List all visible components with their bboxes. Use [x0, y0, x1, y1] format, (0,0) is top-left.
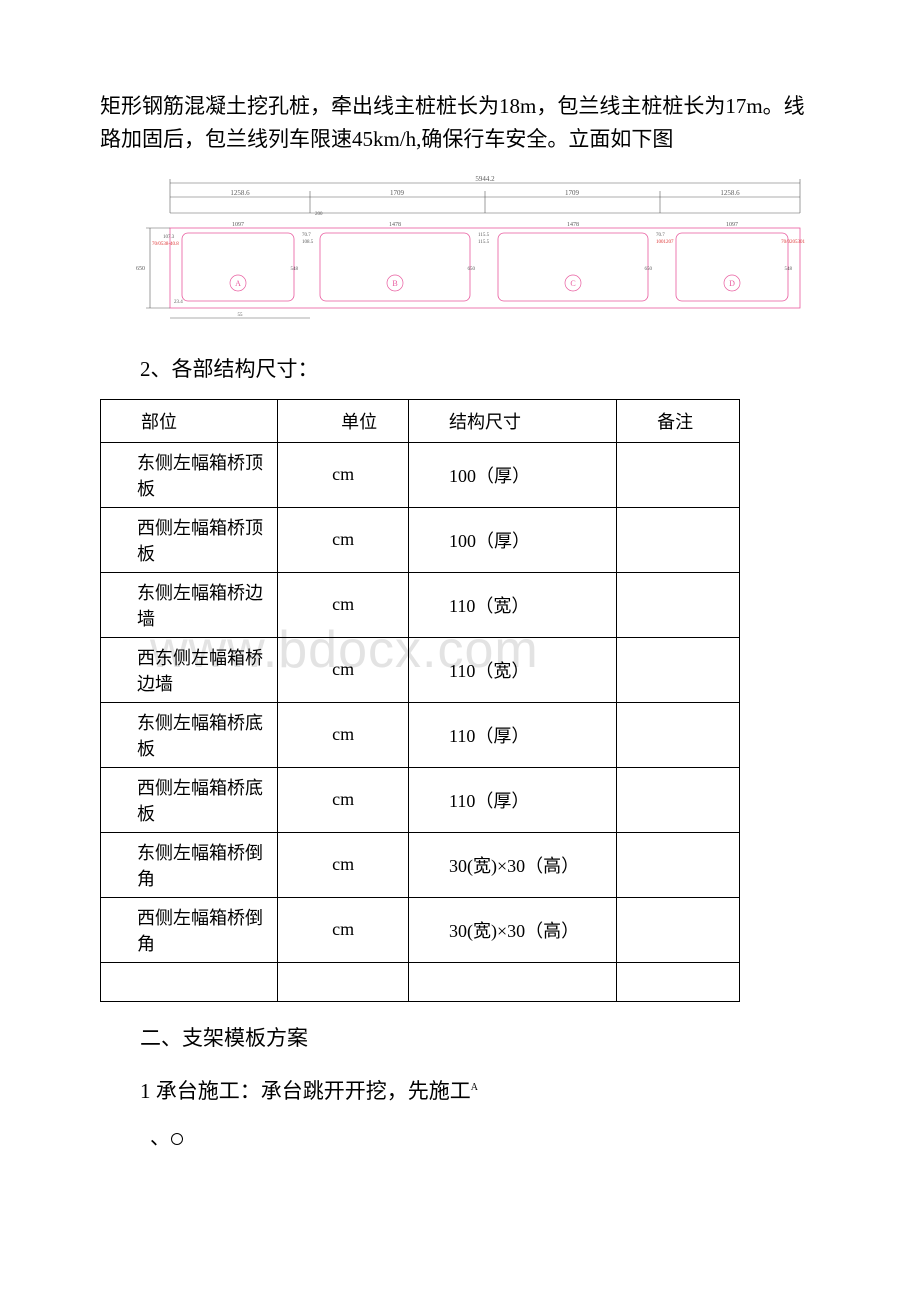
cell-note	[617, 442, 740, 507]
box-d-width: 1097	[726, 222, 738, 228]
table-row: 西侧左幅箱桥底板 cm 110（厚）	[101, 767, 740, 832]
a-side-h: 548	[291, 267, 299, 272]
dim-total: 5944.2	[475, 175, 495, 183]
cell-part: 西侧左幅箱桥倒角	[101, 897, 278, 962]
slot2-top: 70.7	[656, 233, 665, 238]
trailing-line: 、	[150, 1121, 820, 1150]
cell-dim: 100（厚）	[409, 442, 617, 507]
cell-empty	[409, 962, 617, 1001]
trailing-comma: 、	[150, 1127, 170, 1149]
th-unit: 单位	[278, 399, 409, 442]
d-side-h: 548	[785, 267, 793, 272]
superscript-a-icon: A	[471, 1082, 478, 1093]
table-row: 西侧左幅箱桥顶板 cm 100（厚）	[101, 507, 740, 572]
slot0-bot: 108.5	[302, 240, 314, 245]
cell-note	[617, 637, 740, 702]
cell-part: 西东侧左幅箱桥边墙	[101, 637, 278, 702]
dim-span-1: 1709	[390, 189, 405, 197]
right-red: 70/0205301	[781, 240, 805, 245]
table-row: 东侧左幅箱桥边墙 cm 110（宽）	[101, 572, 740, 637]
spec-table: 部位 单位 结构尺寸 备注 东侧左幅箱桥顶板 cm 100（厚） 西侧左幅箱桥顶…	[100, 399, 740, 1002]
dim-span-2: 1709	[565, 189, 580, 197]
cell-note	[617, 767, 740, 832]
box-label-c: C	[570, 279, 575, 288]
box-b-width: 1478	[389, 222, 401, 228]
cell-empty	[101, 962, 278, 1001]
section-2-title: 2、各部结构尺寸：	[140, 353, 820, 387]
cell-dim: 110（厚）	[409, 767, 617, 832]
cell-dim: 110（厚）	[409, 702, 617, 767]
cell-unit: cm	[278, 572, 409, 637]
cell-dim: 110（宽）	[409, 572, 617, 637]
table-row: 东侧左幅箱桥倒角 cm 30(宽)×30（高）	[101, 832, 740, 897]
elevation-diagram-container: 5944.2 1258.6 1709 1709 1258.6	[100, 173, 820, 333]
left-small-bottom: 23.4	[174, 300, 183, 305]
cell-empty	[617, 962, 740, 1001]
th-note: 备注	[617, 399, 740, 442]
box-c-width: 1478	[567, 222, 579, 228]
th-dim: 结构尺寸	[409, 399, 617, 442]
cell-note	[617, 702, 740, 767]
th-part: 部位	[101, 399, 278, 442]
c-side-h: 650	[645, 267, 653, 272]
cell-unit: cm	[278, 637, 409, 702]
cell-note	[617, 897, 740, 962]
slot2-red: 1001207	[656, 240, 674, 245]
cell-part: 东侧左幅箱桥顶板	[101, 442, 278, 507]
cell-unit: cm	[278, 702, 409, 767]
slot1-top: 115.5	[478, 233, 490, 238]
cell-part: 东侧左幅箱桥边墙	[101, 572, 278, 637]
intro-paragraph: 矩形钢筋混凝土挖孔桩，牵出线主桩桩长为18m，包兰线主桩桩长为17m。线路加固后…	[100, 90, 820, 155]
table-row: 西东侧左幅箱桥边墙 cm 110（宽）	[101, 637, 740, 702]
left-height: 650	[136, 266, 145, 272]
cell-part: 东侧左幅箱桥倒角	[101, 832, 278, 897]
cell-unit: cm	[278, 767, 409, 832]
cell-dim: 110（宽）	[409, 637, 617, 702]
left-small-top: 107.3	[163, 235, 175, 240]
elevation-diagram: 5944.2 1258.6 1709 1709 1258.6	[110, 173, 810, 333]
cell-unit: cm	[278, 442, 409, 507]
box-label-a: A	[235, 279, 241, 288]
section-3-line1: 1 承台施工：承台跳开开挖，先施工A	[140, 1075, 820, 1109]
s3-line1-a: 1 承台施工：承台跳开开挖，先施工	[140, 1079, 471, 1103]
box-label-b: B	[392, 279, 397, 288]
cell-note	[617, 507, 740, 572]
box-label-d: D	[729, 279, 735, 288]
cell-dim: 30(宽)×30（高）	[409, 897, 617, 962]
circle-icon	[171, 1133, 183, 1145]
cell-part: 西侧左幅箱桥顶板	[101, 507, 278, 572]
bottom-seg: 55	[238, 313, 244, 318]
left-red: 70/0538-40.8	[152, 242, 179, 247]
table-row: 西侧左幅箱桥倒角 cm 30(宽)×30（高）	[101, 897, 740, 962]
cell-part: 西侧左幅箱桥底板	[101, 767, 278, 832]
slot0-top: 70.7	[302, 233, 311, 238]
box-a-width: 1097	[232, 222, 244, 228]
cell-unit: cm	[278, 897, 409, 962]
cell-empty	[278, 962, 409, 1001]
table-row: 东侧左幅箱桥底板 cm 110（厚）	[101, 702, 740, 767]
cell-note	[617, 572, 740, 637]
b-side-h: 650	[468, 267, 476, 272]
section-3-title: 二、支架模板方案	[140, 1022, 820, 1056]
dim-span-3: 1258.6	[720, 189, 740, 197]
top-right-small: 200	[315, 212, 323, 217]
cell-unit: cm	[278, 507, 409, 572]
cell-note	[617, 832, 740, 897]
table-header-row: 部位 单位 结构尺寸 备注	[101, 399, 740, 442]
slot1-bot: 115.5	[478, 240, 490, 245]
table-row: 东侧左幅箱桥顶板 cm 100（厚）	[101, 442, 740, 507]
cell-dim: 30(宽)×30（高）	[409, 832, 617, 897]
cell-dim: 100（厚）	[409, 507, 617, 572]
table-row-empty	[101, 962, 740, 1001]
cell-unit: cm	[278, 832, 409, 897]
cell-part: 东侧左幅箱桥底板	[101, 702, 278, 767]
dim-span-0: 1258.6	[230, 189, 250, 197]
